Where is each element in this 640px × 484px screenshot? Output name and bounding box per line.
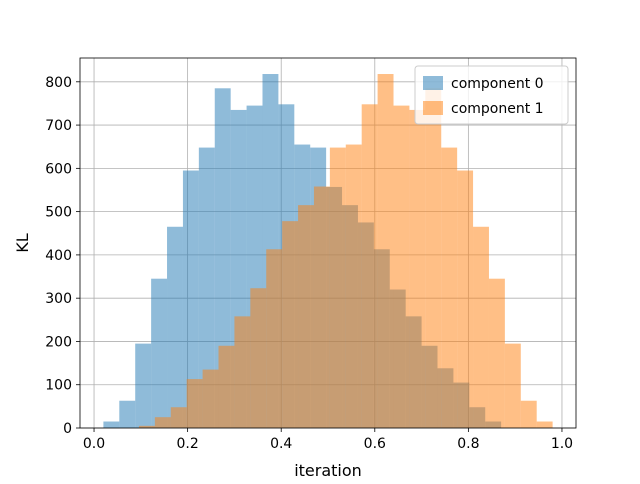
histogram-bar-series-1	[234, 316, 251, 428]
y-tick-label: 100	[45, 378, 72, 394]
histogram-bar-series-1	[138, 425, 155, 428]
y-tick-label: 600	[45, 161, 72, 177]
histogram-bar-series-1	[218, 345, 235, 428]
x-tick-label: 0.8	[457, 436, 479, 452]
histogram-bar-series-0	[214, 88, 231, 429]
histogram-bar-series-0	[119, 400, 136, 428]
histogram-bar-series-1	[313, 186, 330, 428]
histogram-bar-series-0	[135, 343, 152, 428]
y-tick-label: 800	[45, 75, 72, 91]
y-tick-label: 300	[45, 291, 72, 307]
histogram-bar-series-1	[186, 379, 203, 428]
histogram-bar-series-1	[154, 417, 171, 428]
histogram-bar-series-1	[298, 205, 314, 428]
legend: component 0 component 1	[414, 65, 569, 125]
histogram-bar-series-1	[282, 221, 299, 428]
histogram-bar-series-1	[457, 170, 474, 428]
histogram-bar-series-1	[393, 105, 410, 428]
x-tick-label: 0.4	[270, 436, 292, 452]
x-tick-label: 1.0	[551, 436, 573, 452]
ticks: 0.0 0.2 0.4 0.6 0.8 1.0 0 100 200 300 400 500 600 700…	[45, 75, 573, 452]
histogram-bar-series-1	[425, 88, 442, 429]
histogram-bar-series-1	[250, 288, 267, 428]
plot-frame	[79, 57, 577, 429]
histogram-bar-series-1	[473, 226, 489, 428]
histogram-bar-series-1	[504, 343, 521, 428]
y-tick-label: 400	[45, 248, 72, 264]
y-tick-label: 700	[45, 118, 72, 134]
legend-swatch	[423, 101, 443, 115]
histogram-bar-series-1	[345, 144, 362, 428]
histogram-bar-series-1	[202, 369, 219, 428]
legend-swatch	[423, 76, 443, 90]
histogram-bar-series-1	[361, 104, 378, 429]
histogram-bar-series-1	[266, 249, 283, 428]
legend-label: component 1	[451, 101, 544, 117]
histogram-bar-series-1	[488, 278, 505, 428]
histogram-bar-series-1	[170, 407, 187, 428]
histogram-bar-series-0	[151, 278, 168, 428]
histogram-bar-series-0	[103, 421, 120, 428]
histogram-bar-series-1	[441, 147, 458, 428]
x-axis-label: iteration	[294, 461, 362, 480]
histogram-bar-series-1	[329, 147, 346, 428]
y-axis-label: KL	[13, 233, 32, 252]
bars	[103, 74, 553, 429]
y-tick-label: 200	[45, 334, 72, 350]
histogram-bar-series-0	[167, 226, 183, 428]
legend-label: component 0	[451, 76, 544, 92]
histogram-bar-series-1	[377, 74, 394, 429]
y-tick-label: 500	[45, 205, 72, 221]
histogram-bar-series-1	[409, 109, 426, 429]
x-tick-label: 0.2	[176, 436, 198, 452]
histogram-bar-series-1	[536, 421, 553, 428]
histogram-bar-series-0	[198, 147, 215, 428]
histogram-bar-series-0	[182, 170, 199, 428]
legend-box	[414, 65, 569, 125]
histogram-bar-series-1	[520, 400, 537, 428]
y-tick-label: 0	[63, 421, 72, 437]
x-tick-label: 0.0	[83, 436, 105, 452]
x-tick-label: 0.6	[364, 436, 386, 452]
